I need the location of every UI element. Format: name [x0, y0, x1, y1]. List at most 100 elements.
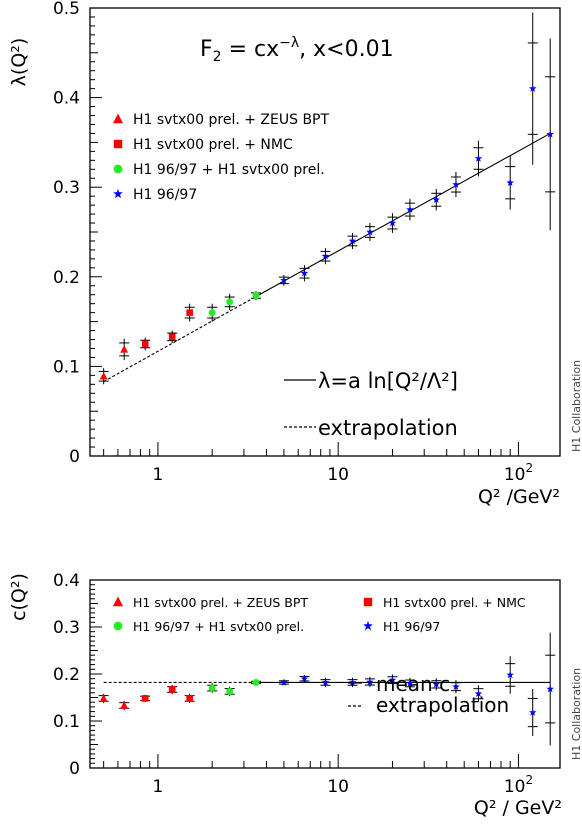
data-point	[250, 291, 261, 301]
y-tick-label: 0.2	[53, 665, 80, 685]
y-axis-label: c(Q²)	[8, 573, 30, 621]
data-points	[98, 12, 556, 385]
data-point	[119, 700, 130, 711]
data-point	[450, 171, 461, 198]
star-marker	[321, 678, 330, 686]
x-tick-base: 10	[504, 465, 526, 485]
data-point	[98, 693, 109, 704]
star-marker	[529, 84, 537, 92]
star-marker	[546, 130, 554, 138]
star-marker	[432, 195, 440, 203]
y-tick-label: 0.4	[53, 571, 80, 591]
data-point	[320, 677, 331, 688]
fit-line	[255, 132, 551, 297]
star-marker	[366, 678, 374, 686]
star-marker	[366, 228, 374, 236]
legend-entry: H1 svtx00 prel. + NMC	[133, 137, 293, 153]
x-tick-label: 1	[153, 777, 164, 797]
data-point	[250, 678, 261, 686]
circle-marker	[226, 298, 234, 306]
y-tick-label: 0.3	[53, 618, 80, 638]
data-point	[207, 683, 218, 693]
side-label: H1 Collaboration	[570, 360, 582, 452]
star-marker	[506, 178, 514, 186]
line-legend-label: λ=a ln[Q²/Λ²]	[318, 369, 458, 393]
x-tick-label: 1	[153, 465, 164, 485]
x-axis-label: Q² /GeV²	[478, 486, 560, 508]
data-point	[404, 198, 415, 221]
data-point	[184, 303, 195, 322]
data-point	[545, 632, 556, 746]
data-point	[364, 676, 375, 688]
triangle-marker	[99, 694, 108, 702]
triangle-marker	[99, 371, 108, 380]
star-marker	[388, 676, 397, 684]
triangle-marker	[120, 345, 129, 353]
y-tick-label: 0.3	[53, 178, 80, 198]
square-marker	[141, 695, 149, 702]
circle-marker	[226, 687, 234, 695]
c-panel: 0 0.1 0.2 0.3 0.4 1 10 102 H1 svtx00 prel. + Z…	[8, 571, 582, 819]
y-tick-label: 0	[69, 759, 80, 779]
star-marker	[506, 671, 514, 679]
data-point	[404, 677, 415, 690]
data-point	[224, 293, 235, 310]
data-points	[98, 632, 556, 746]
triangle-marker	[120, 701, 129, 709]
star-marker	[474, 154, 483, 162]
star-marker	[474, 689, 483, 697]
x-tick-base: 10	[504, 777, 526, 797]
data-point	[140, 337, 151, 351]
star-marker	[348, 678, 357, 686]
square-marker	[168, 333, 176, 341]
data-point	[140, 694, 151, 703]
y-tick-label: 0.5	[53, 0, 80, 19]
side-label: H1 Collaboration	[570, 668, 582, 760]
legend: H1 svtx00 prel. + ZEUS BPT H1 svtx00 prel…	[112, 595, 526, 717]
data-point	[505, 656, 516, 694]
star-marker	[113, 189, 123, 199]
data-point	[364, 223, 375, 241]
data-point	[299, 674, 310, 683]
data-point	[431, 678, 442, 691]
x-axis: 1 10 102	[103, 442, 533, 485]
x-tick-exponent: 2	[525, 773, 533, 787]
square-marker	[186, 309, 193, 316]
square-marker	[186, 695, 193, 702]
line-legend-label: extrapolation	[318, 416, 458, 440]
x-tick-exponent: 2	[525, 461, 533, 475]
circle-marker	[113, 621, 123, 631]
triangle-marker	[112, 113, 124, 124]
square-marker	[168, 686, 176, 693]
x-axis-label: Q² / GeV²	[474, 797, 562, 819]
star-marker	[388, 219, 397, 227]
data-point	[473, 685, 484, 703]
data-point	[320, 248, 331, 265]
data-point	[98, 368, 109, 385]
y-tick-label: 0.1	[53, 712, 80, 732]
star-marker	[452, 180, 460, 188]
line-legend-label: mean c	[376, 672, 450, 696]
star-marker	[348, 237, 357, 245]
square-marker	[363, 597, 373, 607]
fit-lines	[103, 132, 551, 383]
star-marker	[406, 679, 414, 687]
y-tick-label: 0.4	[53, 89, 80, 109]
circle-marker	[252, 678, 260, 686]
data-point	[278, 678, 289, 686]
legend-entry: H1 svtx00 prel. + ZEUS BPT	[133, 595, 308, 610]
data-point	[347, 232, 358, 250]
data-point	[278, 275, 289, 286]
triangle-marker	[112, 596, 124, 607]
star-marker	[432, 680, 440, 688]
legend-entry: H1 96/97	[383, 619, 440, 634]
star-marker	[546, 685, 554, 693]
extrapolation-line	[103, 296, 257, 383]
y-tick-label: 0.2	[53, 268, 80, 288]
star-marker	[300, 269, 309, 277]
data-point	[119, 338, 130, 361]
data-point	[450, 680, 461, 694]
data-point	[387, 213, 398, 233]
x-tick-label: 102	[504, 773, 533, 797]
star-marker	[529, 708, 537, 716]
